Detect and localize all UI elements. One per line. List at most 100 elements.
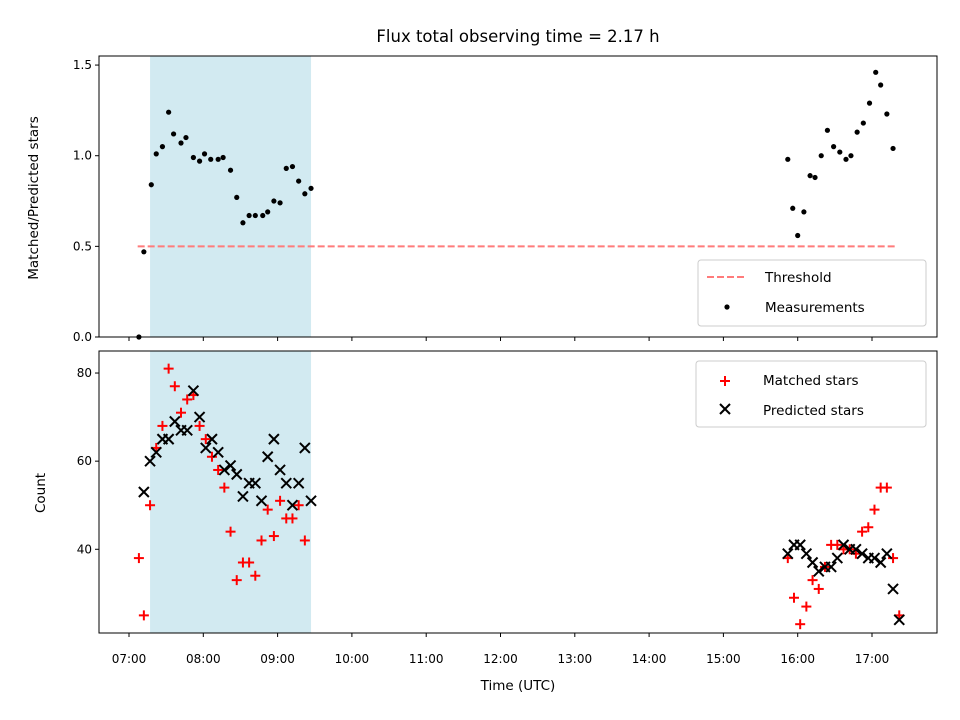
predicted-star-point [299, 442, 311, 454]
matched-star-point [299, 535, 310, 546]
bottom-y-tick-label: 40 [77, 542, 92, 556]
matched-star-point [788, 592, 799, 603]
measurement-point [283, 165, 289, 171]
measurement-point [795, 232, 801, 239]
measurement-point [234, 194, 240, 201]
x-tick-label: 14:00 [632, 652, 667, 666]
matched-star-point [133, 553, 144, 564]
top-shaded-region [150, 56, 312, 337]
measurement-point [302, 191, 308, 197]
predicted-star-point [206, 433, 218, 445]
predicted-star-point [268, 433, 280, 445]
measurement-point [220, 154, 226, 161]
measurement-point [818, 153, 824, 159]
measurement-point [252, 212, 258, 219]
measurement-point [843, 156, 849, 162]
measurement-point [246, 212, 252, 219]
measurement-point [837, 149, 843, 155]
matched-star-point [213, 464, 224, 475]
predicted-star-point [237, 490, 249, 503]
x-tick-label: 07:00 [112, 652, 147, 666]
measurement-point [178, 140, 184, 146]
measurement-point [866, 100, 873, 106]
measurement-point [790, 205, 796, 211]
bottom-y-tick-label: 60 [77, 454, 92, 468]
measurement-point [260, 212, 266, 219]
predicted-star-mark-b [181, 424, 193, 437]
measurement-point [308, 185, 314, 191]
predicted-star-mark-b [856, 547, 868, 560]
predicted-star-point [837, 539, 850, 551]
predicted-star-point [856, 547, 868, 560]
predicted-star-mark-b [887, 583, 899, 595]
predicted-star-mark-b [305, 495, 317, 507]
matched-star-point [262, 504, 273, 515]
predicted-star-point [850, 543, 862, 555]
x-tick-label: 17:00 [855, 652, 890, 666]
measurement-point [170, 131, 177, 137]
matched-star-point [250, 570, 261, 581]
predicted-star-mark-b [224, 459, 237, 472]
top-panel: 0.0 0.5 1.0 1.5 [73, 55, 938, 344]
top-y-tick-label: 1.5 [73, 58, 92, 72]
matched-star-point [795, 619, 806, 630]
predicted-star-point [193, 411, 206, 423]
matched-star-point [801, 601, 812, 612]
predicted-star-point [181, 424, 193, 437]
predicted-star-mark-b [874, 556, 887, 569]
chart-title: Flux total observing time = 2.17 h [376, 27, 659, 46]
predicted-star-mark-b [837, 539, 850, 551]
x-tick-label: 08:00 [186, 652, 221, 666]
matched-star-point [888, 553, 899, 564]
measurement-point [890, 145, 896, 152]
matched-star-point [857, 526, 868, 537]
measurement-point [785, 156, 791, 162]
predicted-star-point [794, 539, 806, 551]
predicted-star-point [144, 455, 156, 467]
predicted-star-mark-b [187, 384, 200, 397]
top-y-tick-label: 0.5 [73, 239, 92, 253]
predicted-star-point [249, 477, 262, 489]
predicted-star-point [138, 486, 150, 498]
predicted-star-point [280, 477, 292, 489]
x-tick-label: 10:00 [335, 652, 370, 666]
legend-measurements-swatch [724, 304, 730, 310]
top-legend-box [697, 259, 927, 327]
predicted-star-mark-b [212, 446, 224, 459]
predicted-star-point [874, 556, 887, 569]
measurement-point [277, 200, 283, 206]
predicted-star-point [212, 446, 224, 459]
predicted-star-mark-b [794, 539, 806, 551]
predicted-star-mark-b [299, 442, 311, 454]
predicted-star-mark-b [868, 552, 881, 564]
matched-star-point [869, 504, 880, 515]
measurement-point [183, 134, 189, 141]
matched-star-point [206, 451, 217, 462]
measurement-point [271, 198, 277, 204]
predicted-star-mark-b [825, 561, 837, 573]
measurement-point [153, 151, 159, 157]
predicted-star-mark-b [280, 477, 292, 489]
predicted-star-point [831, 552, 844, 564]
measurement-point [289, 163, 296, 170]
predicted-star-point [218, 464, 231, 476]
matched-star-point [244, 557, 255, 568]
matched-star-point [169, 381, 180, 392]
predicted-star-point [150, 446, 162, 459]
measurement-point [196, 158, 203, 164]
measurement-point [296, 178, 302, 184]
legend-predicted-swatch [719, 403, 731, 415]
predicted-star-mark-b [881, 547, 893, 560]
measurement-point [812, 174, 818, 181]
predicted-star-point [200, 442, 212, 454]
bottom-shaded-region [150, 351, 312, 633]
predicted-star-point [231, 468, 243, 481]
measurement-point [265, 209, 271, 215]
predicted-star-point [813, 565, 825, 578]
predicted-star-point [887, 583, 899, 595]
measurement-point [831, 144, 837, 150]
matched-star-point [268, 531, 279, 542]
measurement-point [208, 156, 214, 162]
legend-threshold-label: Threshold [764, 270, 832, 286]
